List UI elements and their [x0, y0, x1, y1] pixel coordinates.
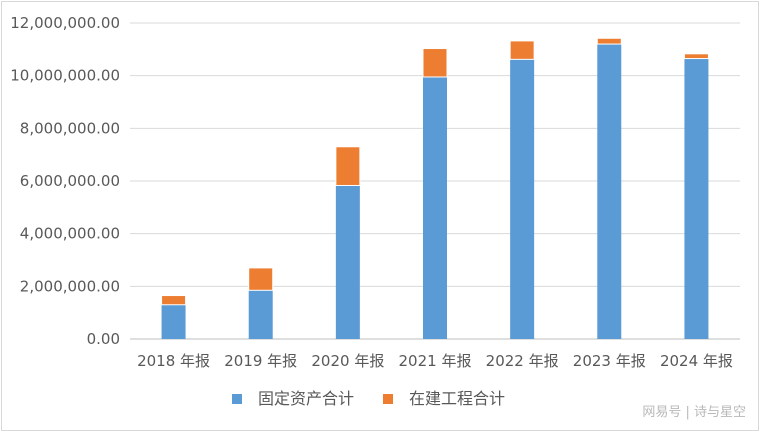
x-tick-label: 2019 年报	[224, 352, 297, 370]
legend: 固定资产合计 在建工程合计	[232, 389, 505, 408]
y-tick-label: 2,000,000.00	[20, 277, 120, 295]
bar-segment-fixed-assets	[510, 59, 535, 340]
legend-label: 在建工程合计	[409, 389, 505, 408]
bar-segment-construction-in-progress	[335, 146, 361, 186]
bar-segment-construction-in-progress	[596, 37, 622, 45]
y-axis-tick-labels: 0.00 2,000,000.00 4,000,000.00 6,000,000.00…	[10, 14, 120, 348]
legend-item-fixed-assets: 固定资产合计	[232, 389, 354, 408]
x-tick-label: 2021 年报	[399, 352, 472, 370]
bar-segment-fixed-assets	[248, 290, 273, 339]
bar-segment-construction-in-progress	[422, 48, 448, 78]
y-tick-label: 4,000,000.00	[20, 225, 120, 243]
legend-swatch	[383, 394, 393, 404]
legend-label: 固定资产合计	[258, 389, 354, 408]
legend-item-construction-in-progress: 在建工程合计	[383, 389, 505, 408]
x-tick-label: 2020 年报	[311, 352, 384, 370]
y-tick-label: 12,000,000.00	[10, 14, 120, 32]
x-tick-label: 2018 年报	[137, 352, 210, 370]
bar-segment-construction-in-progress	[509, 40, 535, 60]
x-tick-label: 2024 年报	[660, 352, 733, 370]
bar-segment-construction-in-progress	[161, 295, 187, 306]
bar-segment-fixed-assets	[423, 76, 447, 339]
watermark: 网易号 | 诗与星空	[642, 405, 746, 420]
legend-swatch	[232, 394, 242, 404]
y-tick-label: 8,000,000.00	[20, 119, 120, 137]
bar-segment-construction-in-progress	[683, 53, 709, 60]
bars	[161, 37, 709, 340]
x-axis-tick-labels: 2018 年报 2019 年报 2020 年报 2021 年报 2022 年报 2023 …	[137, 352, 733, 370]
bar-segment-fixed-assets	[161, 304, 186, 339]
x-tick-label: 2023 年报	[573, 352, 646, 370]
y-tick-label: 0.00	[87, 330, 120, 348]
bar-segment-fixed-assets	[597, 44, 622, 340]
bar-segment-fixed-assets	[684, 58, 709, 340]
y-tick-label: 10,000,000.00	[10, 67, 120, 85]
x-tick-label: 2022 年报	[486, 352, 559, 370]
y-tick-label: 6,000,000.00	[20, 172, 120, 190]
bar-segment-construction-in-progress	[248, 267, 274, 291]
bar-segment-fixed-assets	[335, 185, 360, 339]
